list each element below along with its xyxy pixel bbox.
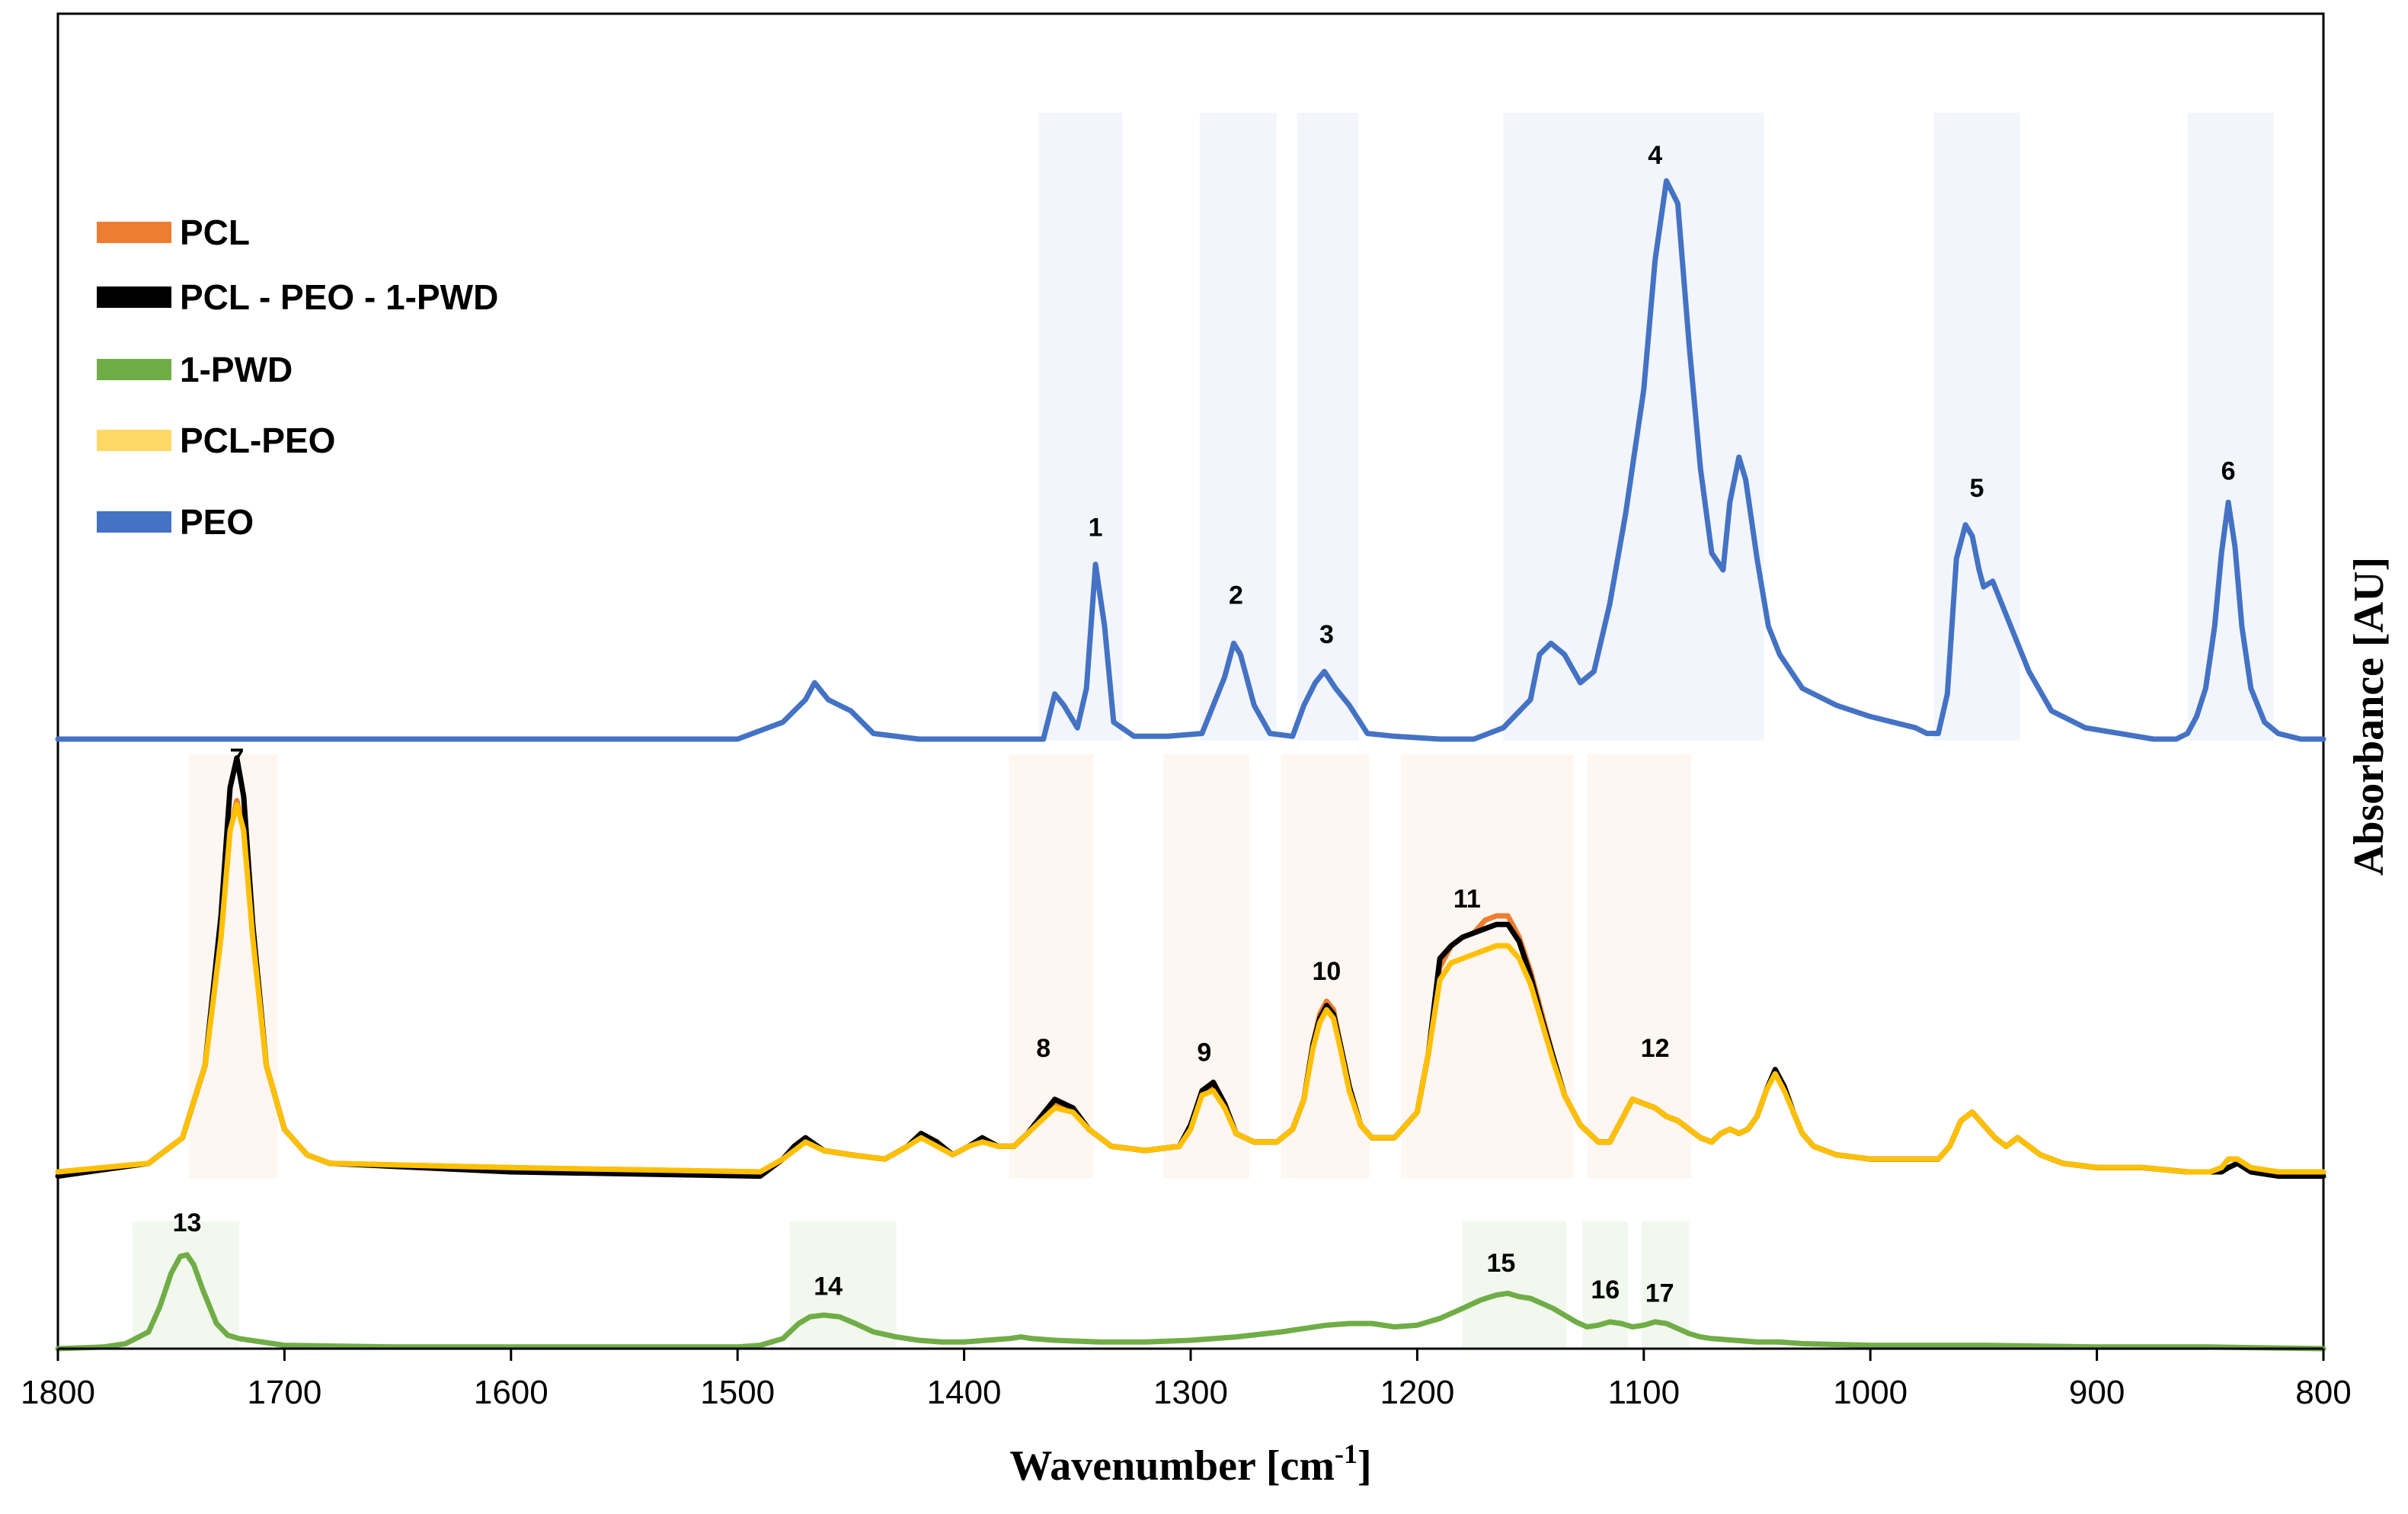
series-pcl-peo	[55, 802, 2326, 1175]
band-9	[1163, 754, 1250, 1178]
band-2	[1199, 113, 1278, 741]
band-11	[1401, 754, 1574, 1178]
band-14	[789, 1221, 897, 1349]
peak-label-16: 16	[1591, 1276, 1620, 1304]
x-axis-title-text: Wavenumber [cm	[1009, 1442, 1335, 1490]
band-3	[1297, 113, 1359, 741]
band-1	[1038, 113, 1123, 741]
x-tick-label-900: 900	[2069, 1374, 2125, 1411]
x-tick-label-1300: 1300	[1153, 1374, 1228, 1411]
x-axis-ticks: 1800 1700 1600 1500 1400 1300 1200 1100 1000 900 8…	[21, 1349, 2352, 1411]
x-tick-label-1100: 1100	[1607, 1374, 1680, 1411]
legend-label-pcl: PCL	[180, 213, 250, 252]
peak-label-9: 9	[1197, 1038, 1211, 1067]
peak-label-12: 12	[1641, 1034, 1670, 1063]
x-tick-label-1000: 1000	[1833, 1374, 1908, 1411]
band-12	[1587, 754, 1692, 1178]
legend-swatch-1-pwd	[97, 359, 171, 380]
legend-label-peo: PEO	[180, 502, 254, 542]
peak-label-10: 10	[1313, 957, 1342, 986]
series-lines	[55, 178, 2326, 1352]
peak-label-4: 4	[1648, 141, 1662, 170]
peak-label-11: 11	[1453, 885, 1481, 914]
legend-label-pcl-peo: PCL-PEO	[180, 421, 335, 460]
x-tick-label-1400: 1400	[927, 1374, 1002, 1411]
band-15	[1462, 1221, 1567, 1349]
legend-label-1-pwd: 1-PWD	[180, 350, 293, 389]
legend-swatch-pcl-peo-1-pwd	[97, 286, 171, 308]
x-axis-title: Wavenumber [cm-1]	[1009, 1439, 1371, 1490]
x-axis-title-end: ]	[1357, 1442, 1372, 1490]
x-tick-label-1700: 1700	[247, 1374, 321, 1411]
peak-label-1: 1	[1089, 514, 1103, 543]
peak-label-14: 14	[814, 1272, 843, 1301]
peak-label-8: 8	[1036, 1034, 1051, 1063]
x-tick-label-1200: 1200	[1380, 1374, 1454, 1411]
highlight-bands	[133, 113, 2274, 1349]
peak-label-17: 17	[1645, 1279, 1674, 1308]
x-tick-label-800: 800	[2295, 1374, 2351, 1411]
band-4	[1503, 113, 1764, 741]
legend-swatch-pcl-peo	[97, 430, 171, 451]
x-axis-title-sup: -1	[1335, 1439, 1357, 1469]
series-1-pwd	[55, 1252, 2326, 1352]
peak-label-13: 13	[173, 1208, 202, 1237]
x-tick-label-1800: 1800	[21, 1374, 95, 1411]
peak-label-15: 15	[1487, 1249, 1516, 1278]
x-tick-label-1500: 1500	[700, 1374, 775, 1411]
peak-label-7: 7	[229, 744, 244, 773]
legend-label-pcl-peo-1-pwd: PCL - PEO - 1-PWD	[180, 277, 498, 317]
band-5	[1933, 113, 2020, 741]
band-6	[2187, 113, 2274, 741]
legend-swatch-peo	[97, 511, 171, 533]
y-axis-title: Absorbance [AU]	[2346, 557, 2393, 875]
peak-label-6: 6	[2221, 457, 2236, 486]
peak-label-3: 3	[1319, 620, 1334, 649]
peak-label-2: 2	[1229, 581, 1243, 610]
series-peo	[55, 178, 2326, 742]
peak-label-5: 5	[1970, 474, 1984, 503]
x-tick-label-1600: 1600	[474, 1374, 548, 1411]
legend-swatch-pcl	[97, 222, 171, 243]
legend: PCL PCL - PEO - 1-PWD 1-PWD PCL-PEO PEO	[97, 213, 498, 542]
